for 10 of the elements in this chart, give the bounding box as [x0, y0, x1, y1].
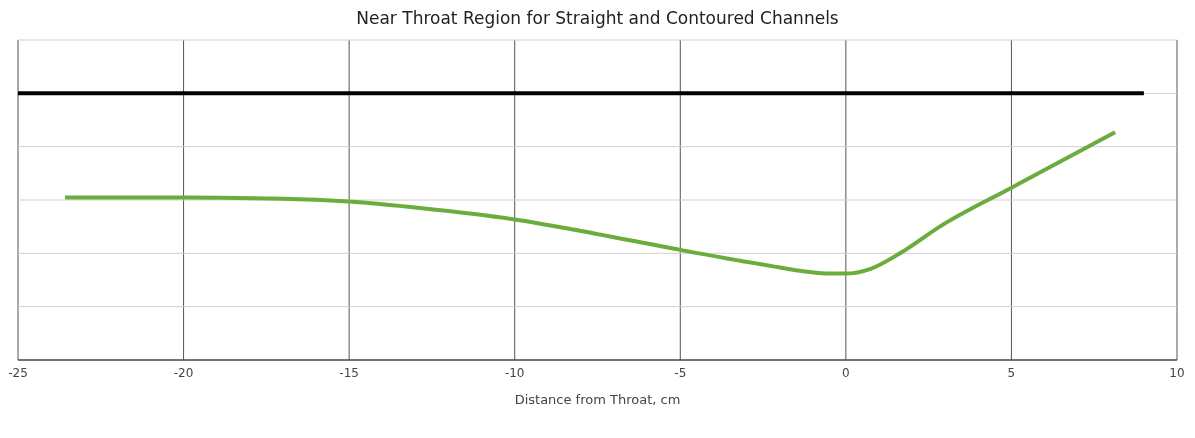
- chart-title: Near Throat Region for Straight and Contoured Channels: [355, 8, 840, 30]
- x-tick-label: -10: [504, 365, 525, 380]
- x-tick-label: -20: [173, 365, 194, 380]
- x-tick-label: -5: [674, 365, 687, 380]
- x-tick-label: -15: [339, 365, 359, 380]
- x-axis-title: Distance from Throat, cm: [514, 392, 681, 407]
- x-tick-label: 10: [1169, 365, 1185, 380]
- x-tick-label: 5: [1007, 365, 1016, 380]
- x-tick-label: 0: [842, 365, 850, 380]
- x-tick-label: -25: [8, 365, 28, 380]
